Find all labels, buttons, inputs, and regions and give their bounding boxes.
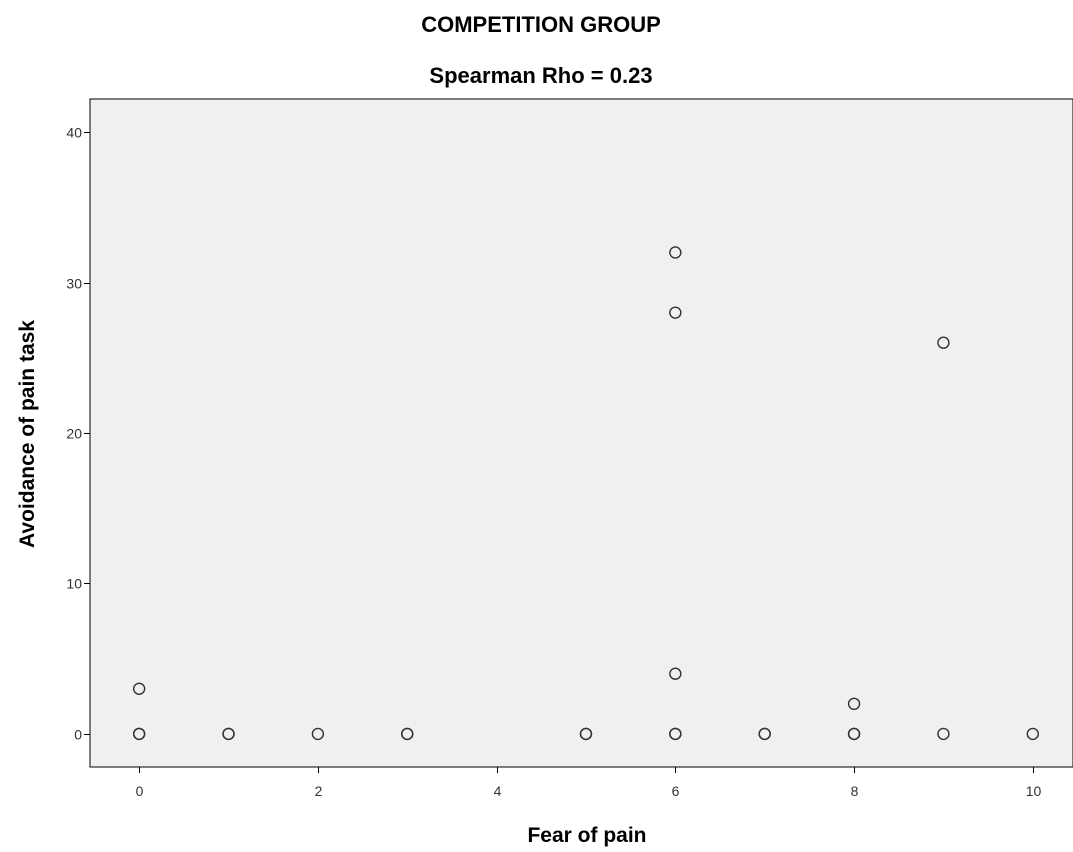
data-point xyxy=(669,667,682,680)
data-points xyxy=(132,246,1039,741)
data-point xyxy=(401,727,414,741)
data-point xyxy=(132,727,146,741)
data-point xyxy=(579,727,593,741)
chart-subtitle: Spearman Rho = 0.23 xyxy=(429,63,652,88)
y-axis: 0 10 20 30 40 xyxy=(66,125,90,743)
x-tick-label: 4 xyxy=(494,783,502,799)
y-tick-label: 20 xyxy=(66,426,82,442)
x-tick-label: 10 xyxy=(1026,783,1042,799)
data-point xyxy=(132,682,146,695)
x-axis-label: Fear of pain xyxy=(527,824,646,847)
data-point xyxy=(847,697,861,711)
x-tick-label: 2 xyxy=(315,783,323,799)
data-point xyxy=(937,727,950,741)
data-point xyxy=(669,246,682,259)
y-tick-label: 10 xyxy=(66,576,82,592)
x-tick-label: 8 xyxy=(851,783,859,799)
data-point xyxy=(311,727,325,741)
y-tick-label: 0 xyxy=(74,727,82,743)
x-tick-label: 0 xyxy=(136,783,144,799)
chart-title: COMPETITION GROUP xyxy=(421,12,661,37)
data-point xyxy=(1026,727,1039,741)
x-axis: 0 2 4 6 8 10 xyxy=(136,767,1042,799)
y-tick-label: 40 xyxy=(66,125,82,141)
data-point xyxy=(937,336,950,349)
y-axis-label: Avoidance of pain task xyxy=(16,320,39,548)
y-tick-label: 30 xyxy=(66,276,82,292)
plot-area xyxy=(89,98,1073,768)
data-point xyxy=(669,727,682,741)
data-point xyxy=(669,306,682,319)
data-point xyxy=(758,727,771,741)
data-point xyxy=(222,727,235,741)
data-point xyxy=(847,727,861,741)
x-tick-label: 6 xyxy=(672,783,680,799)
